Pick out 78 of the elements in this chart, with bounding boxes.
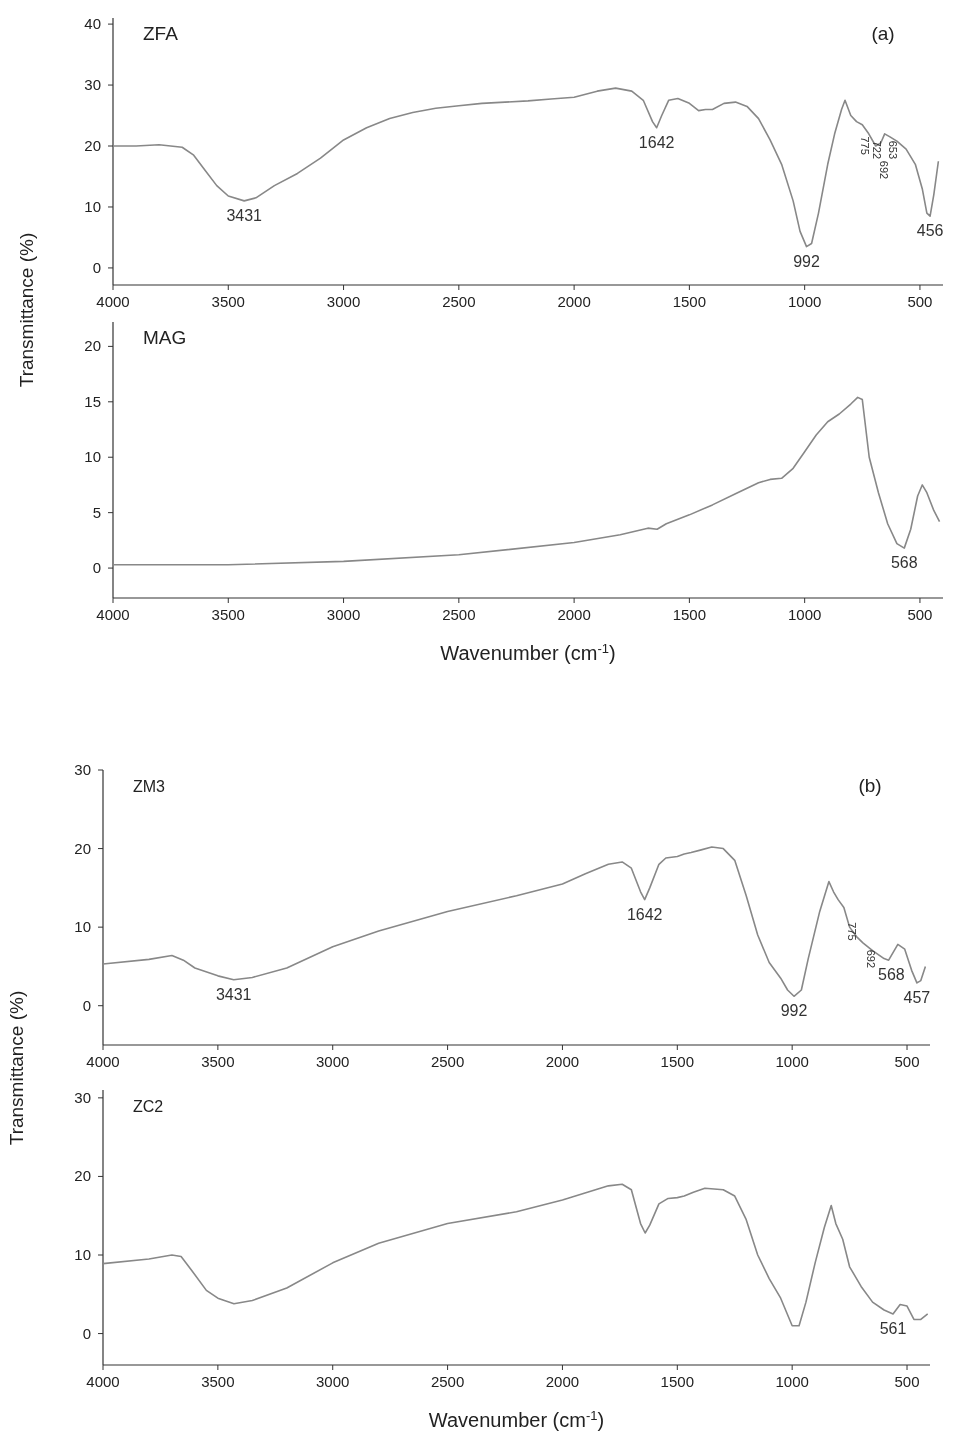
- x-tick-label: 500: [894, 1373, 920, 1390]
- y-tick-label: 0: [92, 559, 101, 577]
- x-tick-label: 3000: [316, 1053, 350, 1070]
- x-tick-label: 500: [907, 606, 933, 623]
- x-tick-label: 500: [894, 1053, 920, 1070]
- x-tick-label: 1500: [660, 1373, 694, 1390]
- x-tick-label: 2000: [545, 1053, 580, 1070]
- y-tick-label: 15: [84, 392, 101, 410]
- annotation: (b): [858, 775, 882, 796]
- y-axis-title: Transmittance (%): [16, 232, 37, 388]
- x-tick-label: 1000: [787, 606, 822, 623]
- annotation: 992: [793, 252, 820, 270]
- annotation: 775: [858, 136, 871, 155]
- annotation: MAG: [143, 327, 187, 348]
- annotation: ZFA: [143, 23, 179, 44]
- x-tick-label: 2500: [430, 1373, 465, 1390]
- x-tick-label: 2500: [442, 606, 476, 623]
- annotation: 456: [916, 222, 944, 240]
- line-series: [112, 396, 941, 566]
- annotation: 3431: [226, 206, 263, 224]
- annotation: 692: [877, 160, 890, 180]
- y-tick-label: 5: [92, 503, 101, 521]
- y-tick-label: 20: [74, 1167, 91, 1185]
- x-tick-label: 4000: [86, 1053, 120, 1070]
- x-tick-label: 4000: [96, 606, 130, 623]
- x-tick-label: 2000: [545, 1373, 580, 1390]
- annotation: 653: [886, 140, 899, 159]
- y-axis-title: Transmittance (%): [6, 990, 27, 1146]
- x-tick-label: 3500: [211, 293, 245, 310]
- x-tick-label: 3500: [201, 1053, 235, 1070]
- x-tick-label: 1000: [775, 1373, 809, 1390]
- annotation: 3431: [215, 985, 252, 1003]
- x-tick-label: 1000: [775, 1053, 809, 1070]
- y-tick-label: 0: [92, 258, 101, 276]
- y-tick-label: 10: [84, 448, 101, 466]
- annotation: 568: [878, 966, 905, 984]
- annotation: 775: [845, 922, 858, 941]
- annotation: 1642: [626, 905, 663, 923]
- x-tick-label: 2500: [430, 1053, 465, 1070]
- x-axis-title: Wavenumber (cm$^{-1}$): [440, 640, 616, 664]
- annotation: 568: [890, 554, 918, 572]
- x-tick-label: 1500: [660, 1053, 694, 1070]
- y-tick-label: 10: [74, 1246, 91, 1263]
- x-axis-title: Wavenumber (cm$^{-1}$): [428, 1407, 605, 1431]
- x-tick-label: 3500: [201, 1373, 235, 1390]
- x-tick-label: 2000: [557, 293, 591, 310]
- annotation: 561: [879, 1319, 907, 1337]
- y-tick-label: 0: [82, 1324, 91, 1342]
- y-tick-label: 30: [74, 761, 91, 778]
- x-tick-label: 2000: [557, 606, 591, 623]
- x-tick-label: 4000: [86, 1373, 120, 1390]
- annotation: 457: [903, 988, 931, 1006]
- y-tick-label: 10: [74, 918, 91, 936]
- y-tick-label: 20: [84, 137, 101, 155]
- y-tick-label: 20: [84, 337, 101, 355]
- x-tick-label: 2500: [442, 293, 476, 310]
- x-tick-label: 500: [907, 293, 933, 310]
- x-tick-label: 3000: [326, 606, 361, 623]
- annotation: ZM3: [133, 778, 166, 795]
- annotation: 722: [870, 140, 883, 159]
- x-tick-label: 1500: [672, 293, 707, 310]
- annotation: ZC2: [133, 1098, 164, 1115]
- y-tick-label: 0: [82, 996, 91, 1014]
- y-tick-label: 20: [74, 839, 91, 857]
- x-tick-label: 3000: [326, 293, 361, 310]
- annotation: 692: [864, 949, 877, 969]
- y-tick-label: 30: [84, 76, 101, 94]
- y-tick-label: 10: [84, 197, 101, 215]
- y-tick-label: 30: [74, 1088, 91, 1106]
- x-tick-label: 1000: [787, 293, 822, 310]
- x-tick-label: 4000: [96, 293, 130, 310]
- annotation: (a): [871, 23, 895, 44]
- y-tick-label: 40: [84, 15, 101, 33]
- annotation: 992: [780, 1002, 808, 1020]
- x-tick-label: 3500: [211, 606, 245, 623]
- x-tick-label: 1500: [672, 606, 707, 623]
- annotation: 1642: [638, 133, 675, 151]
- x-tick-label: 3000: [316, 1373, 350, 1390]
